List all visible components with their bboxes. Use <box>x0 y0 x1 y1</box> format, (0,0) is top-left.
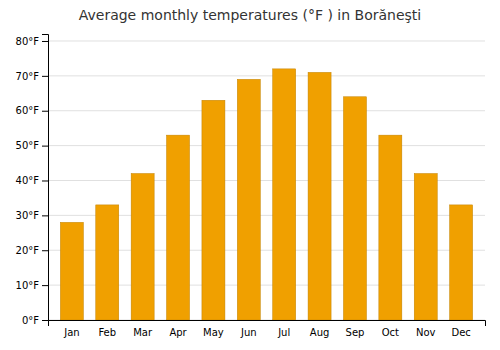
x-tick-label: Dec <box>451 327 470 338</box>
x-tick-label: Jul <box>277 327 290 338</box>
y-tick-label: 10°F <box>16 280 40 291</box>
x-tick-label: Jun <box>240 327 257 338</box>
bar <box>202 100 225 320</box>
y-tick: 50°F <box>16 140 48 151</box>
x-tick-label: Mar <box>133 327 153 338</box>
plot: 0°F 10°F 20°F 30°F 40°F 50°F 60°F 70°F 80°F Jan Fe… <box>16 35 486 339</box>
bar <box>343 97 366 320</box>
x-tick: May <box>203 327 224 338</box>
x-tick: Jul <box>277 327 290 338</box>
x-tick: Feb <box>98 327 116 338</box>
bar <box>308 72 331 320</box>
chart-svg: Average monthly temperatures (°F ) in Bo… <box>0 0 500 350</box>
y-tick: 10°F <box>16 280 48 291</box>
x-tick: Aug <box>310 327 330 338</box>
bar <box>273 69 296 320</box>
x-tick: Jan <box>63 327 79 338</box>
title: Average monthly temperatures (°F ) in Bo… <box>79 7 422 23</box>
bar <box>167 135 190 320</box>
x-tick-label: Nov <box>416 327 436 338</box>
y-tick-mark <box>42 215 48 216</box>
y-tick-label: 80°F <box>16 36 40 47</box>
y-tick-mark <box>42 180 48 181</box>
x-tick-label: May <box>203 327 224 338</box>
x-tick-label: Feb <box>98 327 116 338</box>
bars <box>60 69 472 320</box>
y-tick-label: 30°F <box>16 210 40 221</box>
x-axis-line <box>49 321 486 327</box>
y-tick-label: 0°F <box>22 315 39 326</box>
y-tick-label: 20°F <box>16 245 40 256</box>
grid-line <box>48 145 485 146</box>
y-tick-mark <box>42 111 48 112</box>
grid-line <box>48 110 485 111</box>
x-axis: Jan Feb Mar Apr May Jun Jul Aug Sep Oct Nov Dec <box>49 321 486 339</box>
x-tick: Apr <box>169 327 187 338</box>
grid-line <box>48 40 485 41</box>
y-axis: 0°F 10°F 20°F 30°F 40°F 50°F 60°F 70°F 80°F <box>16 35 49 326</box>
y-tick-mark <box>42 285 48 286</box>
bar <box>237 79 260 320</box>
y-tick: 80°F <box>16 36 48 47</box>
y-tick-label: 50°F <box>16 140 40 151</box>
y-tick-mark <box>42 250 48 251</box>
y-tick: 70°F <box>16 71 48 82</box>
y-tick-mark <box>42 146 48 147</box>
grid-line <box>48 75 485 76</box>
y-tick-label: 70°F <box>16 71 40 82</box>
y-tick: 0°F <box>22 315 48 326</box>
x-tick-label: Aug <box>310 327 330 338</box>
x-tick-label: Sep <box>346 327 365 338</box>
x-tick-label: Oct <box>382 327 399 338</box>
x-tick: Oct <box>382 327 399 338</box>
y-tick-mark <box>42 320 48 321</box>
bar <box>96 205 119 320</box>
x-tick: Mar <box>133 327 153 338</box>
bar <box>450 205 473 320</box>
x-tick: Nov <box>416 327 436 338</box>
y-axis-line <box>42 35 49 321</box>
bar <box>379 135 402 320</box>
x-tick: Sep <box>346 327 365 338</box>
x-tick-label: Apr <box>169 327 187 338</box>
y-tick-mark <box>42 76 48 77</box>
y-tick: 30°F <box>16 210 48 221</box>
grid <box>48 41 485 320</box>
y-tick-label: 60°F <box>16 105 40 116</box>
bar <box>414 174 437 320</box>
x-tick: Dec <box>451 327 470 338</box>
chart-container: Average monthly temperatures (°F ) in Bo… <box>0 0 500 350</box>
x-tick: Jun <box>240 327 257 338</box>
y-tick-mark <box>42 41 48 42</box>
y-tick: 40°F <box>16 175 48 186</box>
y-tick-label: 40°F <box>16 175 40 186</box>
bar <box>131 174 154 320</box>
y-tick: 20°F <box>16 245 48 256</box>
y-tick: 60°F <box>16 105 48 116</box>
x-tick-label: Jan <box>63 327 79 338</box>
bar <box>60 222 83 320</box>
